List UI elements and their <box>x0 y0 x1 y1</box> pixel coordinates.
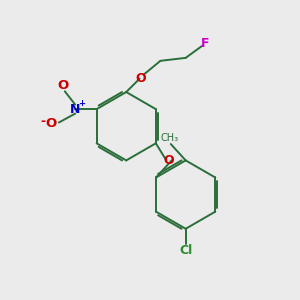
Text: Cl: Cl <box>179 244 192 257</box>
Text: F: F <box>201 37 210 50</box>
Text: N: N <box>70 103 80 116</box>
Text: O: O <box>164 154 174 167</box>
Text: CH₃: CH₃ <box>160 133 178 142</box>
Text: +: + <box>78 99 85 108</box>
Text: O: O <box>58 79 69 92</box>
Text: -: - <box>40 115 45 128</box>
Text: O: O <box>46 118 57 130</box>
Text: O: O <box>135 72 146 85</box>
